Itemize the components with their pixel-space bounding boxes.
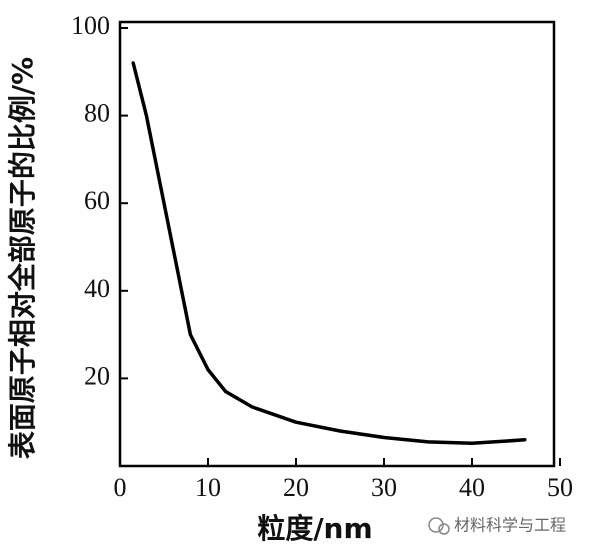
y-tick-label: 40: [84, 274, 110, 303]
x-tick-label: 20: [283, 473, 309, 502]
y-tick-label: 60: [84, 186, 110, 215]
x-axis-label: 粒度/nm: [257, 512, 372, 545]
plot-frame: [118, 20, 556, 468]
data-line: [131, 61, 527, 445]
x-tick-label: 50: [547, 473, 573, 502]
x-tick-label: 30: [371, 473, 397, 502]
watermark: 材料科学与工程: [454, 516, 566, 535]
y-tick-label: 100: [71, 11, 110, 40]
y-axis-label: 表面原子相对全部原子的比例/%: [6, 57, 39, 459]
x-tick-label: 10: [195, 473, 221, 502]
y-tick-label: 20: [84, 361, 110, 390]
x-tick-label: 40: [459, 473, 485, 502]
watermark-icon: [428, 517, 450, 535]
y-tick-label: 80: [84, 99, 110, 128]
x-tick-label: 0: [114, 473, 127, 502]
